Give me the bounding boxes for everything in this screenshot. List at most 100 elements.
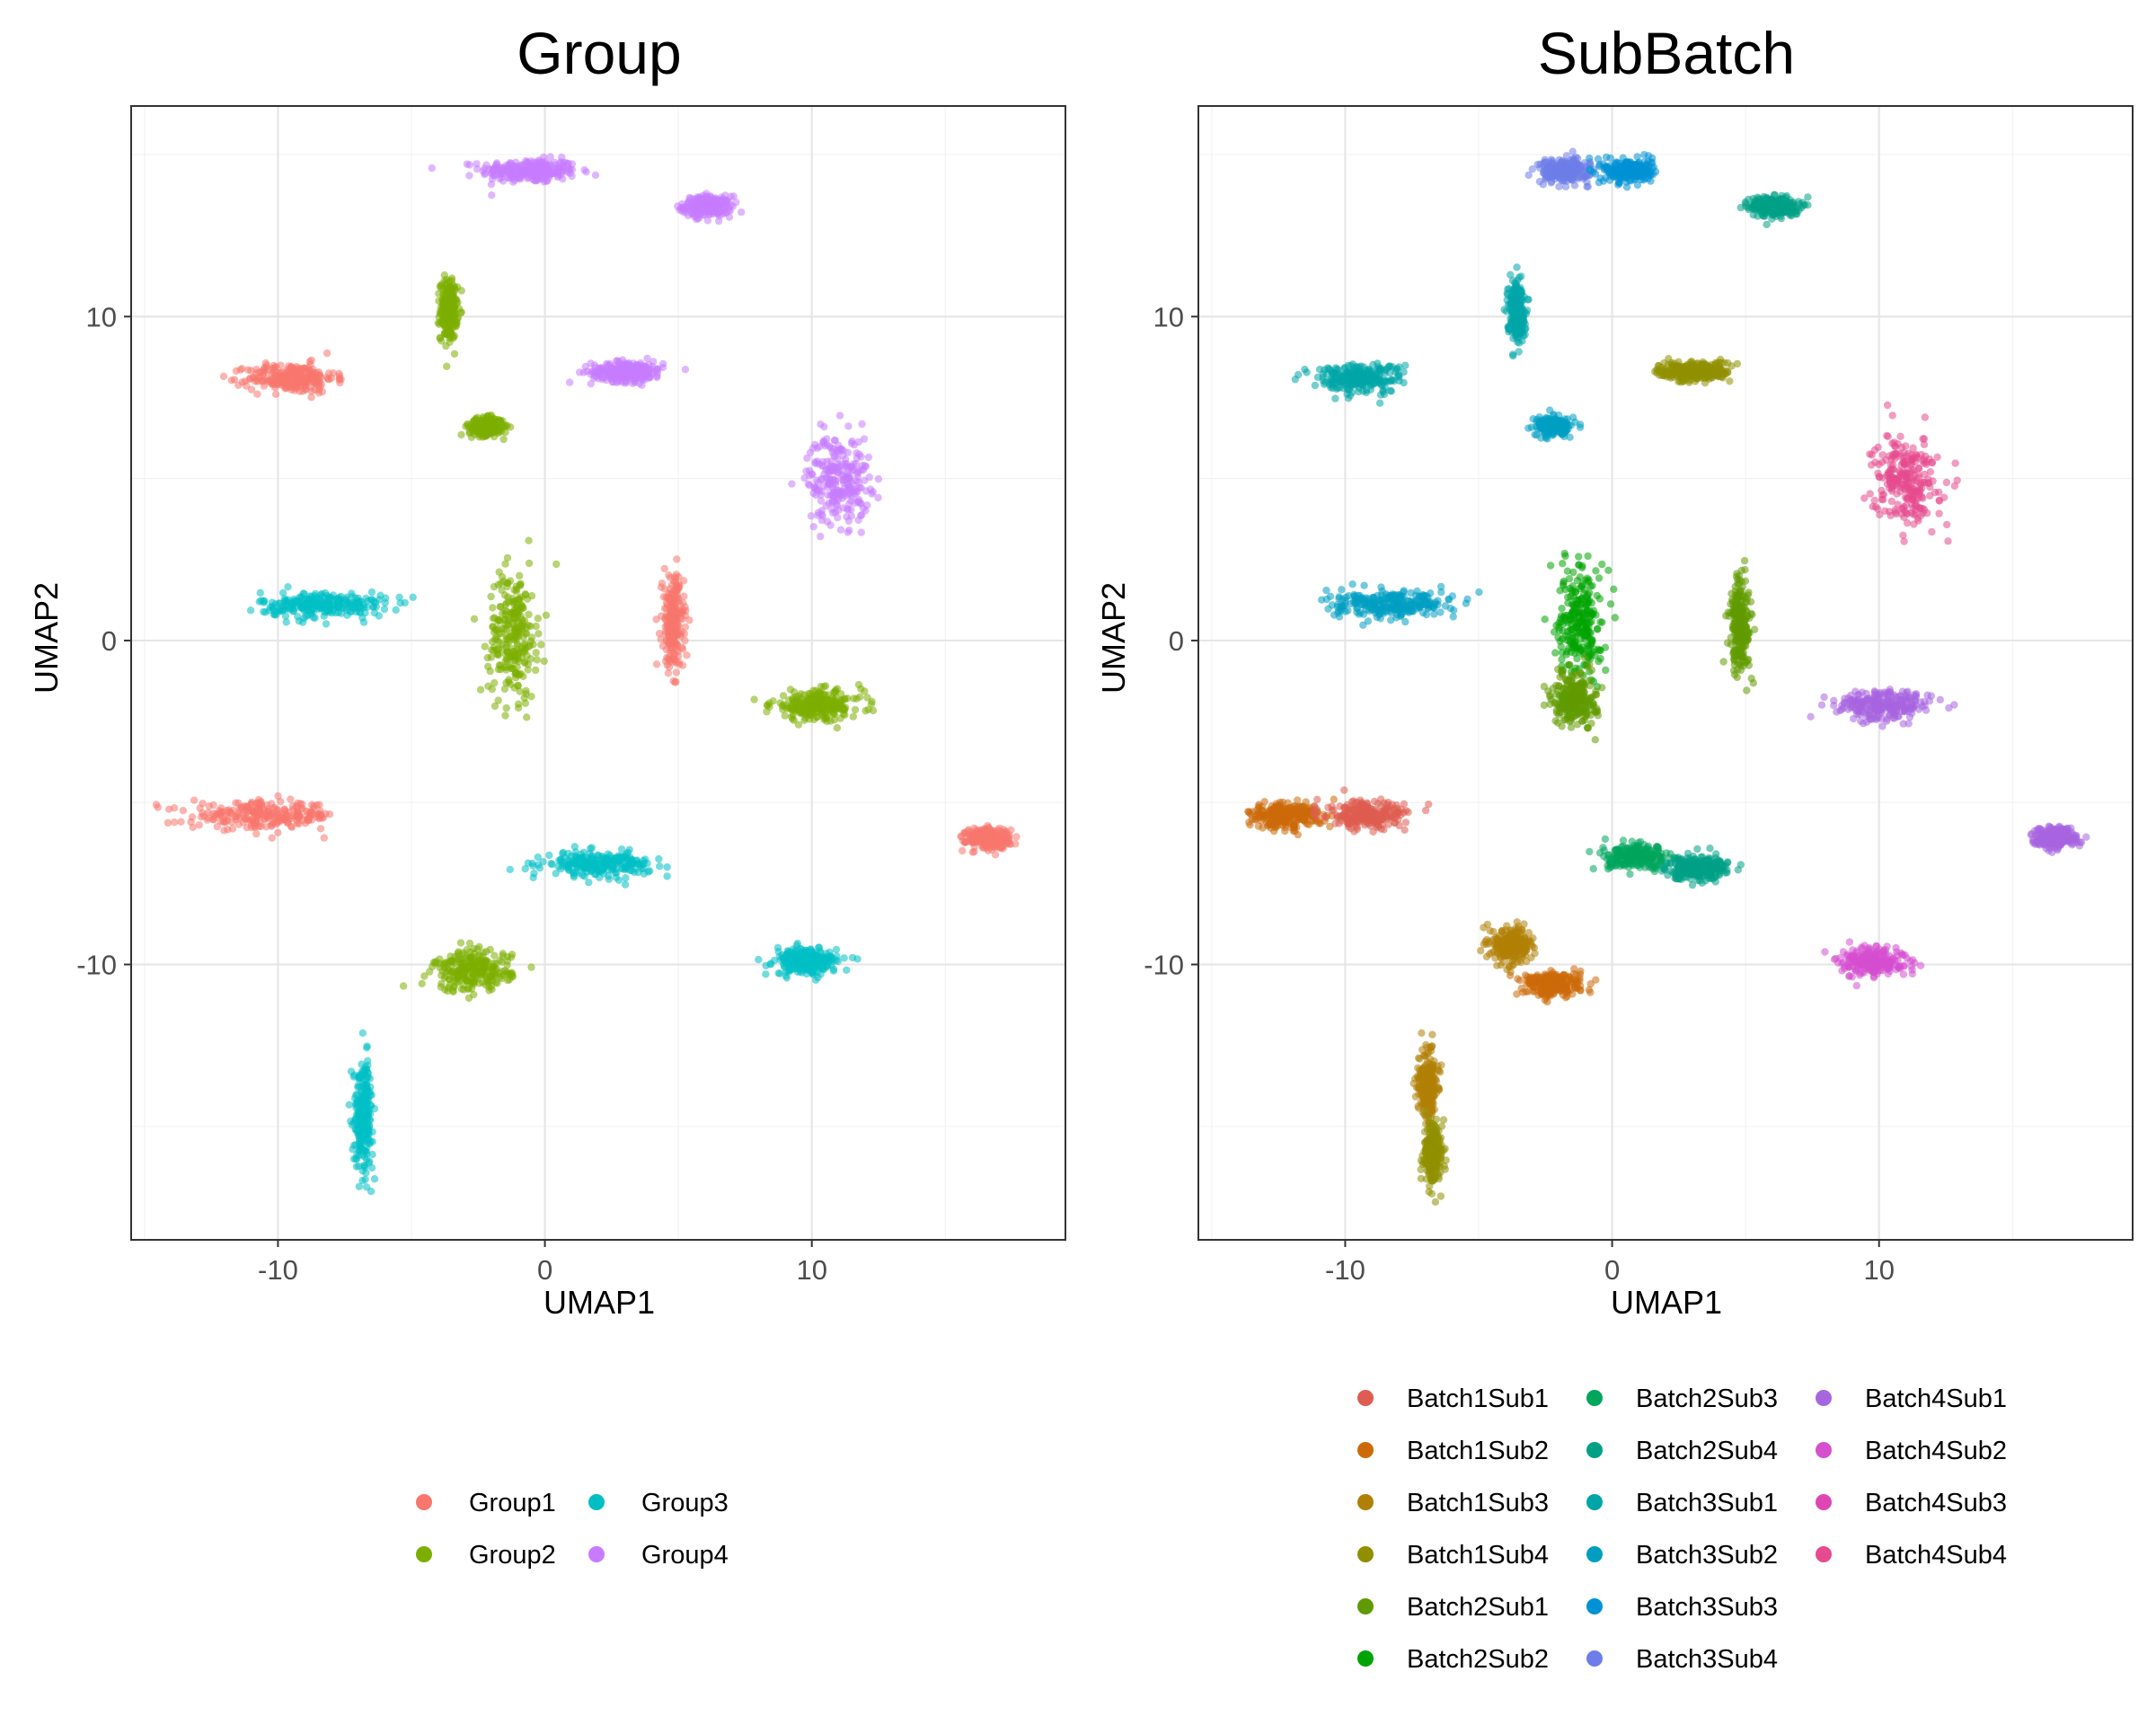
data-point <box>680 592 688 600</box>
data-point <box>824 491 832 500</box>
data-point <box>874 493 882 502</box>
data-point <box>784 696 793 704</box>
point-cluster <box>399 939 535 1003</box>
y-axis-label: UMAP2 <box>28 582 65 694</box>
data-point <box>457 430 465 439</box>
data-point <box>177 818 185 826</box>
data-point <box>516 571 524 579</box>
data-point <box>259 377 267 385</box>
data-point <box>495 568 503 576</box>
data-point <box>473 160 481 168</box>
data-point <box>276 379 284 387</box>
data-point <box>727 201 735 209</box>
data-point <box>490 415 499 423</box>
data-point <box>505 677 513 686</box>
x-tick-label: 10 <box>796 1254 826 1286</box>
data-point <box>482 161 490 169</box>
data-point <box>547 860 555 868</box>
data-point <box>681 366 690 374</box>
data-point <box>515 671 523 679</box>
data-point <box>818 457 827 466</box>
data-point <box>358 1137 366 1146</box>
data-point <box>829 509 837 518</box>
data-point <box>867 700 876 708</box>
data-point <box>638 381 646 389</box>
data-point <box>638 864 646 873</box>
data-point <box>360 1097 368 1106</box>
data-point <box>497 603 505 611</box>
data-point <box>675 572 683 581</box>
data-point <box>738 208 746 217</box>
data-point <box>525 559 534 568</box>
data-point <box>786 686 795 694</box>
data-point <box>788 480 796 488</box>
data-point <box>488 422 497 431</box>
data-point <box>527 963 535 971</box>
data-point <box>363 1044 371 1052</box>
data-point <box>277 798 285 806</box>
data-point <box>170 804 179 812</box>
data-point <box>322 620 331 628</box>
data-point <box>836 714 844 722</box>
y-tick-label: 10 <box>86 301 117 332</box>
data-point <box>973 827 981 836</box>
gridlines <box>131 106 1065 1240</box>
data-point <box>1599 177 1608 185</box>
data-point <box>392 606 400 615</box>
data-point <box>289 364 297 373</box>
data-point <box>959 846 967 855</box>
data-point <box>821 682 830 690</box>
data-point <box>496 973 505 981</box>
data-point <box>481 171 489 179</box>
data-point <box>566 378 574 386</box>
data-point <box>807 512 816 520</box>
data-point <box>862 487 870 495</box>
data-point <box>502 666 510 674</box>
data-point <box>356 1071 364 1079</box>
data-point <box>360 1162 368 1170</box>
data-point <box>294 810 302 818</box>
data-point <box>310 802 318 810</box>
data-point <box>582 168 590 176</box>
data-point <box>864 453 873 462</box>
data-point <box>486 667 494 676</box>
data-point <box>819 438 827 446</box>
data-point <box>244 366 252 374</box>
data-point <box>527 592 536 600</box>
data-point <box>268 598 277 606</box>
data-point <box>1568 147 1577 155</box>
data-point <box>271 390 280 398</box>
point-cluster <box>434 271 465 370</box>
data-point <box>655 630 664 638</box>
data-point <box>270 818 278 827</box>
legend-label: Group1 <box>469 1489 556 1517</box>
data-point <box>676 607 685 615</box>
data-point <box>154 803 162 811</box>
data-point <box>501 591 509 599</box>
data-point <box>615 376 623 385</box>
data-point <box>399 982 408 990</box>
point-cluster <box>506 843 671 889</box>
data-point <box>301 365 309 373</box>
data-point <box>575 368 584 376</box>
data-point <box>998 843 1006 851</box>
data-point <box>521 864 529 873</box>
data-point <box>278 588 287 597</box>
data-point <box>447 304 455 312</box>
data-point <box>501 560 509 568</box>
data-point <box>298 618 307 626</box>
data-point <box>209 801 217 809</box>
data-point <box>314 368 323 376</box>
data-point <box>483 653 491 662</box>
data-point <box>514 609 523 617</box>
data-point <box>869 488 877 496</box>
data-point <box>335 598 343 606</box>
data-point <box>437 979 446 988</box>
data-point <box>313 595 321 603</box>
data-point <box>829 475 838 483</box>
data-point <box>337 376 345 384</box>
data-point <box>517 174 525 183</box>
data-point <box>812 694 820 703</box>
data-point <box>525 622 533 630</box>
legend-swatch <box>416 1494 432 1510</box>
